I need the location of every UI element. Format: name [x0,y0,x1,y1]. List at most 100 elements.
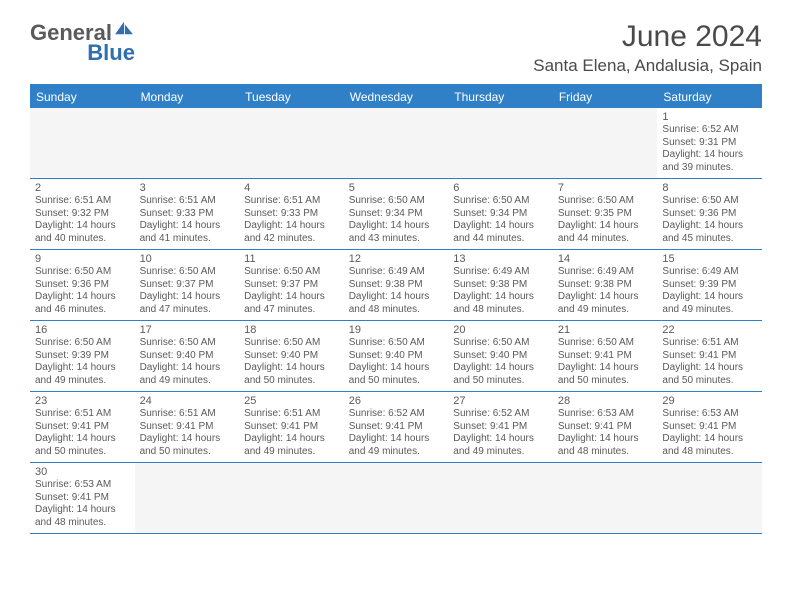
week-row: 9Sunrise: 6:50 AMSunset: 9:36 PMDaylight… [30,250,762,321]
day-cell: 22Sunrise: 6:51 AMSunset: 9:41 PMDayligh… [657,321,762,391]
day-cell: 16Sunrise: 6:50 AMSunset: 9:39 PMDayligh… [30,321,135,391]
sunrise-line: Sunrise: 6:51 AM [140,195,235,208]
sunrise-line: Sunrise: 6:51 AM [35,408,130,421]
day-cell: 17Sunrise: 6:50 AMSunset: 9:40 PMDayligh… [135,321,240,391]
sunrise-line: Sunrise: 6:50 AM [349,337,444,350]
sunset-line: Sunset: 9:40 PM [453,350,548,363]
day-cell-blank [135,108,240,178]
weekday-saturday: Saturday [657,86,762,108]
sunset-line: Sunset: 9:31 PM [662,137,757,150]
sunrise-line: Sunrise: 6:49 AM [558,266,653,279]
day-number: 27 [453,395,548,407]
week-row: 2Sunrise: 6:51 AMSunset: 9:32 PMDaylight… [30,179,762,250]
day-number: 21 [558,324,653,336]
day-cell: 27Sunrise: 6:52 AMSunset: 9:41 PMDayligh… [448,392,553,462]
daylight-line: Daylight: 14 hours and 48 minutes. [35,504,130,529]
sail-icon [113,20,135,36]
day-number: 1 [662,111,757,123]
day-number: 29 [662,395,757,407]
sunrise-line: Sunrise: 6:50 AM [558,337,653,350]
day-cell: 7Sunrise: 6:50 AMSunset: 9:35 PMDaylight… [553,179,658,249]
day-cell: 12Sunrise: 6:49 AMSunset: 9:38 PMDayligh… [344,250,449,320]
sunset-line: Sunset: 9:38 PM [349,279,444,292]
sunset-line: Sunset: 9:33 PM [140,208,235,221]
sunrise-line: Sunrise: 6:49 AM [453,266,548,279]
day-cell-blank [239,463,344,533]
sunrise-line: Sunrise: 6:50 AM [244,266,339,279]
day-cell: 19Sunrise: 6:50 AMSunset: 9:40 PMDayligh… [344,321,449,391]
sunrise-line: Sunrise: 6:53 AM [662,408,757,421]
sunrise-line: Sunrise: 6:50 AM [349,195,444,208]
sunset-line: Sunset: 9:36 PM [662,208,757,221]
sunset-line: Sunset: 9:40 PM [140,350,235,363]
sunrise-line: Sunrise: 6:50 AM [558,195,653,208]
day-number: 13 [453,253,548,265]
day-cell-blank [657,463,762,533]
sunrise-line: Sunrise: 6:49 AM [662,266,757,279]
daylight-line: Daylight: 14 hours and 50 minutes. [244,362,339,387]
sunrise-line: Sunrise: 6:50 AM [453,195,548,208]
day-cell-blank [553,108,658,178]
weekday-tuesday: Tuesday [239,86,344,108]
daylight-line: Daylight: 14 hours and 49 minutes. [558,291,653,316]
sunset-line: Sunset: 9:39 PM [662,279,757,292]
day-number: 15 [662,253,757,265]
title-block: June 2024 Santa Elena, Andalusia, Spain [533,20,762,76]
sunrise-line: Sunrise: 6:51 AM [35,195,130,208]
sunset-line: Sunset: 9:41 PM [349,421,444,434]
day-number: 25 [244,395,339,407]
sunrise-line: Sunrise: 6:51 AM [244,408,339,421]
day-number: 4 [244,182,339,194]
day-number: 18 [244,324,339,336]
daylight-line: Daylight: 14 hours and 49 minutes. [140,362,235,387]
weekday-header-row: SundayMondayTuesdayWednesdayThursdayFrid… [30,86,762,108]
sunrise-line: Sunrise: 6:51 AM [140,408,235,421]
day-cell: 15Sunrise: 6:49 AMSunset: 9:39 PMDayligh… [657,250,762,320]
week-row: 23Sunrise: 6:51 AMSunset: 9:41 PMDayligh… [30,392,762,463]
sunrise-line: Sunrise: 6:50 AM [140,337,235,350]
day-cell: 24Sunrise: 6:51 AMSunset: 9:41 PMDayligh… [135,392,240,462]
day-cell-blank [344,463,449,533]
logo: GeneralBlue [30,20,135,66]
calendar-body: 1Sunrise: 6:52 AMSunset: 9:31 PM Daylight… [30,108,762,534]
week-row: 1Sunrise: 6:52 AMSunset: 9:31 PMDaylight… [30,108,762,179]
sunset-line: Sunset: 9:37 PM [140,279,235,292]
day-cell: 1Sunrise: 6:52 AMSunset: 9:31 PMDaylight… [657,108,762,178]
day-cell: 11Sunrise: 6:50 AMSunset: 9:37 PMDayligh… [239,250,344,320]
calendar: SundayMondayTuesdayWednesdayThursdayFrid… [30,84,762,534]
header: GeneralBlue June 2024 Santa Elena, Andal… [30,20,762,76]
day-cell: 13Sunrise: 6:49 AMSunset: 9:38 PMDayligh… [448,250,553,320]
day-cell-blank [135,463,240,533]
daylight-line: Daylight: 14 hours and 42 minutes. [244,220,339,245]
day-cell: 2Sunrise: 6:51 AMSunset: 9:32 PMDaylight… [30,179,135,249]
day-cell: 25Sunrise: 6:51 AMSunset: 9:41 PMDayligh… [239,392,344,462]
day-number: 8 [662,182,757,194]
sunrise-line: Sunrise: 6:52 AM [662,124,757,137]
sunset-line: Sunset: 9:41 PM [662,421,757,434]
sunset-line: Sunset: 9:41 PM [35,492,130,505]
sunrise-line: Sunrise: 6:53 AM [35,479,130,492]
sunset-line: Sunset: 9:41 PM [662,350,757,363]
week-row: 30Sunrise: 6:53 AMSunset: 9:41 PMDayligh… [30,463,762,534]
day-cell: 21Sunrise: 6:50 AMSunset: 9:41 PMDayligh… [553,321,658,391]
day-number: 5 [349,182,444,194]
day-number: 23 [35,395,130,407]
sunset-line: Sunset: 9:38 PM [558,279,653,292]
daylight-line: Daylight: 14 hours and 50 minutes. [349,362,444,387]
day-number: 26 [349,395,444,407]
day-cell: 14Sunrise: 6:49 AMSunset: 9:38 PMDayligh… [553,250,658,320]
day-cell: 3Sunrise: 6:51 AMSunset: 9:33 PMDaylight… [135,179,240,249]
sunset-line: Sunset: 9:40 PM [349,350,444,363]
day-number: 28 [558,395,653,407]
daylight-line: Daylight: 14 hours and 48 minutes. [349,291,444,316]
page-title: June 2024 [533,20,762,54]
sunrise-line: Sunrise: 6:50 AM [35,266,130,279]
day-number: 20 [453,324,548,336]
day-number: 16 [35,324,130,336]
sunset-line: Sunset: 9:41 PM [35,421,130,434]
sunset-line: Sunset: 9:41 PM [558,421,653,434]
sunset-line: Sunset: 9:41 PM [244,421,339,434]
weekday-wednesday: Wednesday [344,86,449,108]
day-cell: 9Sunrise: 6:50 AMSunset: 9:36 PMDaylight… [30,250,135,320]
sunset-line: Sunset: 9:35 PM [558,208,653,221]
